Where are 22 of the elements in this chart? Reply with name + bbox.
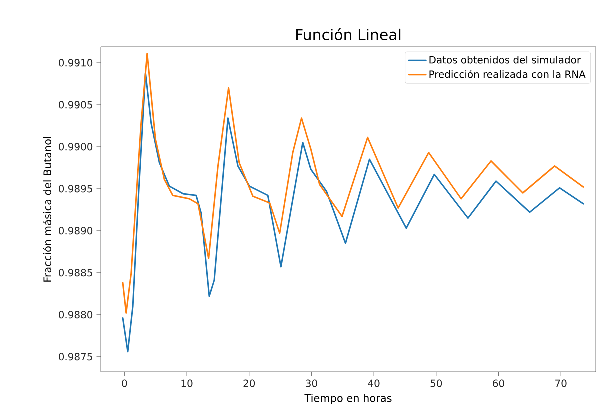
y-tick-label: 0.9905 xyxy=(59,101,92,109)
x-tick-label: 10 xyxy=(182,380,193,388)
legend-label: Predicción realizada con la RNA xyxy=(430,70,586,78)
x-tick-label: 60 xyxy=(493,380,504,388)
line-series xyxy=(122,52,584,314)
y-tick-label: 0.9875 xyxy=(59,353,92,361)
x-tick-label: 50 xyxy=(430,380,442,388)
chart-title: Función Lineal xyxy=(296,28,401,41)
x-axis-title: Tiempo en horas xyxy=(304,394,392,404)
x-tick-label: 20 xyxy=(244,380,256,388)
y-tick-label: 0.9900 xyxy=(59,143,93,151)
x-tick-label: 0 xyxy=(122,380,128,388)
x-tick-label: 30 xyxy=(306,380,318,388)
x-tick-label: 70 xyxy=(556,380,567,388)
y-tick-label: 0.9910 xyxy=(59,59,93,67)
y-tick-label: 0.9885 xyxy=(59,269,92,277)
y-tick-label: 0.9890 xyxy=(59,227,93,235)
y-tick-label: 0.9880 xyxy=(59,311,93,319)
y-tick-label: 0.9895 xyxy=(59,185,92,193)
x-tick-label: 40 xyxy=(368,380,380,388)
legend-label: Datos obtenidos del simulador xyxy=(430,56,582,64)
y-axis-title: Fracción másica del Butanol xyxy=(43,137,52,282)
